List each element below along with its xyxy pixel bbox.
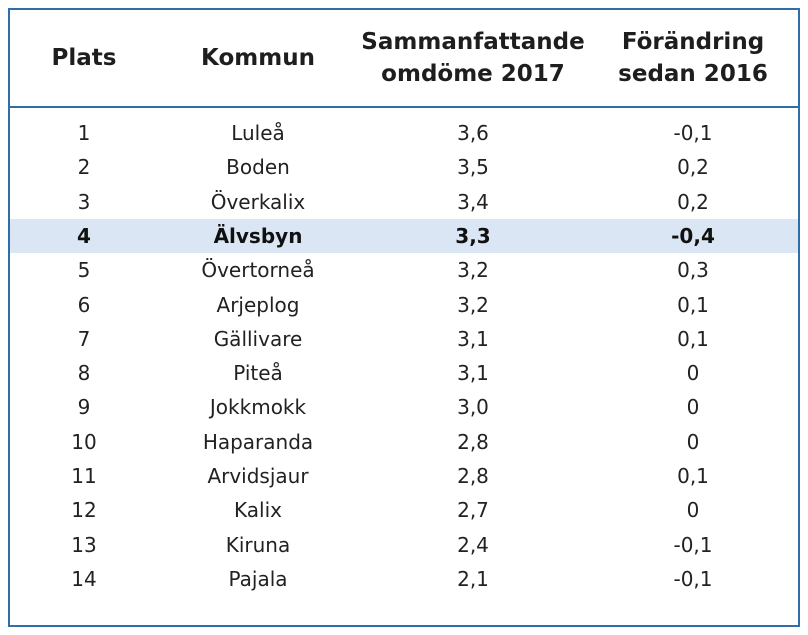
table-row: 9 Jokkmokk 3,0 0 [10, 390, 798, 424]
ranking-table: Plats Kommun Sammanfattande omdöme 2017 … [8, 8, 800, 627]
rating-cell: 2,7 [457, 498, 489, 522]
header-rank-label: Plats [51, 45, 117, 71]
change-cell: 0 [686, 361, 700, 385]
municipality-cell: Arvidsjaur [207, 464, 309, 488]
rating-cell: 3,4 [457, 190, 489, 214]
municipality-cell: Övertorneå [201, 258, 315, 282]
table-header: Plats Kommun Sammanfattande omdöme 2017 … [10, 10, 798, 108]
table-row: 1 Luleå 3,6 -0,1 [10, 116, 798, 150]
change-cell: 0 [686, 430, 700, 454]
rank-cell: 9 [77, 395, 91, 419]
table-row: 6 Arjeplog 3,2 0,1 [10, 288, 798, 322]
rank-cell: 8 [77, 361, 91, 385]
rating-cell: 3,5 [457, 155, 489, 179]
rank-cell: 13 [71, 533, 97, 557]
change-cell: 0 [686, 395, 700, 419]
rank-cell: 10 [71, 430, 97, 454]
municipality-cell: Jokkmokk [209, 395, 307, 419]
table-row: 8 Piteå 3,1 0 [10, 356, 798, 390]
table-row: 11 Arvidsjaur 2,8 0,1 [10, 459, 798, 493]
table-row: 13 Kiruna 2,4 -0,1 [10, 528, 798, 562]
change-cell: 0 [686, 498, 700, 522]
rating-cell: 3,2 [457, 293, 489, 317]
rating-cell: 2,1 [457, 567, 489, 591]
rank-cell: 5 [77, 258, 91, 282]
change-cell: 0,1 [677, 464, 709, 488]
change-cell: -0,1 [673, 533, 713, 557]
header-rating: Sammanfattande omdöme 2017 [358, 10, 588, 106]
municipality-cell: Luleå [231, 121, 285, 145]
rank-cell: 12 [71, 498, 97, 522]
rank-cell: 4 [77, 224, 91, 248]
rank-cell: 3 [77, 190, 91, 214]
header-rank: Plats [10, 10, 158, 106]
municipality-cell: Pajala [228, 567, 288, 591]
header-change-line1: Förändring [621, 29, 765, 55]
table-row: 4 Älvsbyn 3,3 -0,4 [10, 219, 798, 253]
rank-cell: 11 [71, 464, 97, 488]
rating-cell: 2,8 [457, 430, 489, 454]
rank-cell: 14 [71, 567, 97, 591]
change-cell: 0,2 [677, 155, 709, 179]
municipality-cell: Kalix [234, 498, 282, 522]
rating-cell: 3,1 [457, 361, 489, 385]
municipality-cell: Haparanda [202, 430, 314, 454]
table-row: 10 Haparanda 2,8 0 [10, 425, 798, 459]
rating-cell: 2,8 [457, 464, 489, 488]
municipality-cell: Boden [226, 155, 290, 179]
header-change-line2: sedan 2016 [618, 61, 768, 87]
table-row: 7 Gällivare 3,1 0,1 [10, 322, 798, 356]
rating-cell: 3,2 [457, 258, 489, 282]
municipality-cell: Älvsbyn [213, 224, 303, 248]
rating-cell: 3,6 [457, 121, 489, 145]
table-row: 2 Boden 3,5 0,2 [10, 150, 798, 184]
change-cell: -0,1 [673, 567, 713, 591]
rating-cell: 3,3 [455, 224, 491, 248]
table-row: 14 Pajala 2,1 -0,1 [10, 562, 798, 596]
municipality-cell: Arjeplog [216, 293, 300, 317]
header-rating-line1: Sammanfattande [361, 29, 585, 55]
change-cell: 0,2 [677, 190, 709, 214]
change-cell: -0,4 [671, 224, 715, 248]
rating-cell: 2,4 [457, 533, 489, 557]
header-rating-line2: omdöme 2017 [381, 61, 565, 87]
municipality-cell: Gällivare [213, 327, 303, 351]
change-cell: 0,3 [677, 258, 709, 282]
table-row: 12 Kalix 2,7 0 [10, 493, 798, 527]
municipality-cell: Piteå [233, 361, 283, 385]
change-cell: 0,1 [677, 327, 709, 351]
municipality-cell: Överkalix [210, 190, 306, 214]
rank-cell: 7 [77, 327, 91, 351]
header-change: Förändring sedan 2016 [588, 10, 798, 106]
rating-cell: 3,0 [457, 395, 489, 419]
change-cell: 0,1 [677, 293, 709, 317]
rating-cell: 3,1 [457, 327, 489, 351]
header-municipality: Kommun [158, 10, 358, 106]
table-row: 5 Övertorneå 3,2 0,3 [10, 253, 798, 287]
header-municipality-label: Kommun [201, 45, 315, 71]
municipality-cell: Kiruna [225, 533, 291, 557]
rank-cell: 1 [77, 121, 91, 145]
rank-cell: 6 [77, 293, 91, 317]
table-row: 3 Överkalix 3,4 0,2 [10, 185, 798, 219]
rank-cell: 2 [77, 155, 91, 179]
change-cell: -0,1 [673, 121, 713, 145]
